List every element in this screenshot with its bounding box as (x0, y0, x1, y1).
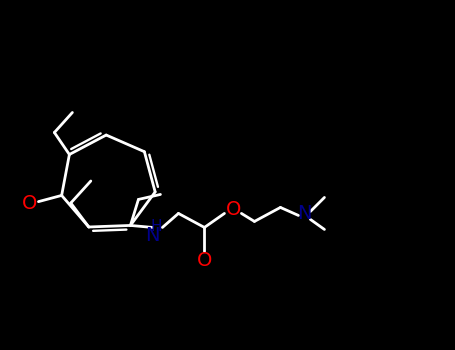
Text: O: O (22, 195, 37, 214)
Text: N: N (145, 226, 160, 245)
Text: H: H (151, 219, 162, 234)
Text: O: O (226, 200, 241, 219)
Text: N: N (297, 204, 312, 223)
Text: O: O (197, 251, 212, 270)
